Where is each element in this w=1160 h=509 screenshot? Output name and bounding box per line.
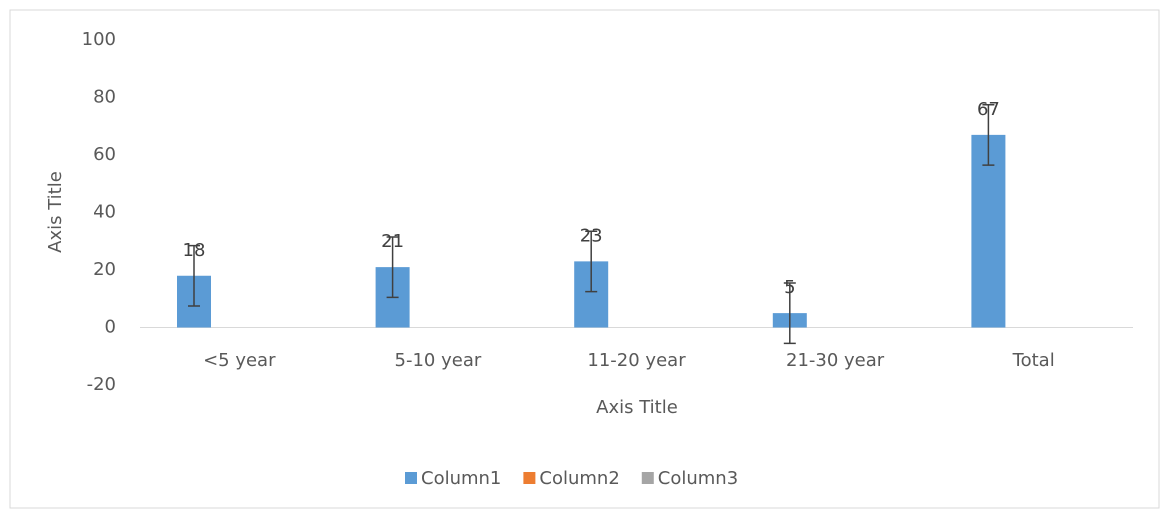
x-axis-title: Axis Title xyxy=(596,397,678,418)
legend-swatch xyxy=(405,472,417,484)
x-tick-label: 21-30 year xyxy=(786,350,885,371)
data-label: 5 xyxy=(784,277,795,298)
y-tick-label: 20 xyxy=(93,259,116,280)
y-tick-label: 100 xyxy=(82,29,116,50)
data-label: 23 xyxy=(580,225,603,246)
y-tick-label: -20 xyxy=(87,374,116,395)
y-tick-label: 60 xyxy=(93,144,116,165)
data-label: 67 xyxy=(977,99,1000,120)
x-tick-label: Total xyxy=(1012,350,1055,371)
data-label: 21 xyxy=(381,231,404,252)
bar xyxy=(971,134,1006,328)
data-label: 18 xyxy=(183,240,206,261)
error-bar xyxy=(188,244,200,307)
y-axis-title: Axis Title xyxy=(45,171,66,253)
legend-label: Column2 xyxy=(539,468,619,489)
error-bar xyxy=(982,103,995,166)
y-tick-label: 0 xyxy=(105,317,116,338)
y-tick-label: 80 xyxy=(93,87,116,108)
y-tick-label: 40 xyxy=(93,202,116,223)
error-bar xyxy=(386,236,399,299)
chart-frame xyxy=(9,9,1160,509)
legend-swatch xyxy=(641,472,654,484)
legend-label: Column1 xyxy=(421,468,501,489)
x-tick-label: <5 year xyxy=(203,350,276,371)
error-bar xyxy=(585,230,598,293)
x-tick-label: 11-20 year xyxy=(587,350,686,371)
x-tick-label: 5-10 year xyxy=(395,350,482,371)
legend-swatch xyxy=(523,472,536,484)
error-bar xyxy=(783,282,796,345)
legend-label: Column3 xyxy=(658,468,738,489)
